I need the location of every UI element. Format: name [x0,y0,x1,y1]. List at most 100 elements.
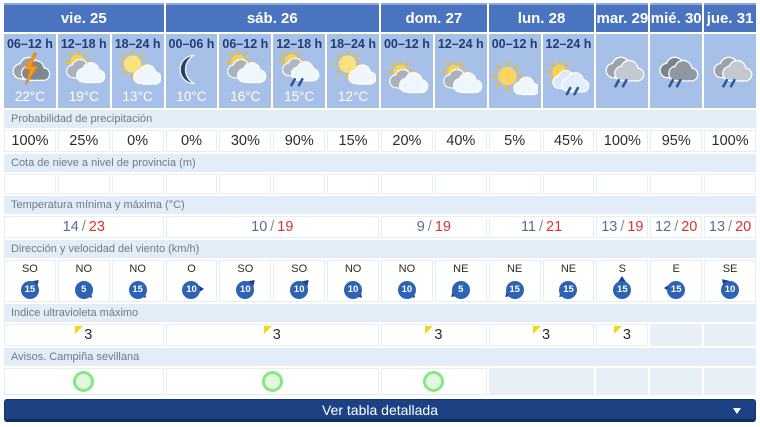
snow-level-cell [327,174,379,194]
clouds-rain-icon [707,34,753,108]
aviso-status-cell [4,368,164,395]
section-label-uv: Indice ultravioleta máximo [4,304,756,322]
wind-cell: SO 10 [219,260,272,302]
section-label-precipitation: Probabilidad de precipitación [4,110,756,128]
time-slot-label: 18–24 h [330,37,376,51]
aviso-status-cell [165,368,379,395]
precip-value-cell: 0% [165,130,218,152]
precip-value-cell: 45% [542,130,595,152]
sun-cloud-rain-icon [545,51,591,108]
temp-range-cell: 12/20 [650,216,703,238]
sun-clouds-icon [61,51,107,89]
wind-speed-indicator: 5 [70,276,97,301]
time-slot-label: 06–12 h [222,37,269,51]
time-slot-label: 12–18 h [276,37,323,51]
temperature-value: 13°C [122,89,153,104]
wind-speed-indicator: 15 [124,276,151,301]
precip-value-cell: 5% [488,130,541,152]
precip-value-cell: 100% [4,130,56,152]
precip-value-cell: 30% [219,130,272,152]
wind-cell: NO 5 [57,260,110,302]
forecast-cell: 00–12 h [488,34,541,108]
wind-cell: NE 15 [542,260,595,302]
precip-value-cell: 15% [327,130,379,152]
sun-cloud-icon [330,51,377,89]
wind-direction-arrow-icon [618,276,627,282]
snow-level-cell [434,174,487,194]
uv-cell: 3 [596,324,649,346]
section-label-temperature: Temperatura mínima y máxima (°C) [4,196,756,214]
temperature-value: 22°C [14,89,45,104]
day-header-vie25: vie. 25 [4,3,164,32]
snow-level-cell [57,174,110,194]
aviso-green-circle-icon [73,371,95,392]
aviso-green-circle-icon [423,371,445,392]
uv-flag-icon [533,326,542,334]
uv-cell-empty [704,324,756,346]
snow-level-cell [596,174,649,194]
temp-range-cell: 11/21 [488,216,595,238]
wind-speed-indicator: 15 [609,276,636,301]
temperature-value: 16°C [230,89,261,104]
chevron-down-icon [733,407,741,414]
precip-value-cell: 25% [57,130,110,152]
day-header-dom27: dom. 27 [381,3,487,32]
temp-range-cell: 10/19 [165,216,379,238]
snow-level-cell [542,174,595,194]
wind-cell: NO 10 [381,260,433,302]
precip-value-cell: 0% [111,130,164,152]
wind-speed-indicator: 15 [663,276,690,301]
aviso-status-cell-empty [488,368,595,395]
uv-flag-icon [425,326,434,334]
moon-icon [168,51,214,89]
sun-cloud-icon [115,51,161,89]
forecast-cell: 18–24 h 12°C [327,34,379,108]
forecast-cell: 12–18 h 19°C [57,34,110,108]
precip-value-cell: 100% [704,130,756,152]
wind-cell: E 15 [650,260,703,302]
clouds-rain-dark-icon [653,34,699,108]
time-slot-label: 00–12 h [491,37,538,51]
wind-cell: SE 10 [704,260,756,302]
day-header-jue31: jue. 31 [704,3,756,32]
wind-speed-indicator: 15 [501,276,528,301]
forecast-cell: 12–18 h 15°C [273,34,326,108]
wind-cell: NO 10 [327,260,379,302]
temperature-value: 19°C [68,89,99,104]
button-label: Ver tabla detallada [322,401,438,418]
uv-cell: 3 [381,324,487,346]
snow-level-cell [488,174,541,194]
aviso-status-cell-empty [650,368,703,395]
precip-value-cell: 100% [596,130,649,152]
wind-cell: SO 15 [4,260,56,302]
uv-flag-icon [613,326,622,334]
forecast-cell: 18–24 h 13°C [111,34,164,108]
precip-value-cell: 95% [650,130,703,152]
cloud-lightning-icon [7,51,53,89]
precip-value-cell: 20% [381,130,433,152]
time-slot-label: 12–24 h [545,37,592,51]
wind-cell: SO 10 [273,260,326,302]
wind-speed-indicator: 15 [555,276,582,301]
section-label-wind: Dirección y velocidad del viento (km/h) [4,240,756,258]
day-header-mie30: mié. 30 [650,3,703,32]
wind-cell: NE 5 [434,260,487,302]
temp-range-cell: 13/19 [596,216,649,238]
snow-level-cell [273,174,326,194]
time-slot-label: 12–24 h [437,37,484,51]
precip-value-cell: 40% [434,130,487,152]
forecast-table: vie. 25 sáb. 26 dom. 27 lun. 28 mar. 29 … [4,3,756,395]
forecast-cell: 00–12 h [381,34,433,108]
ver-tabla-detallada-button[interactable]: Ver tabla detallada [4,399,756,422]
wind-speed-indicator: 10 [286,276,313,301]
wind-speed-indicator: 10 [717,276,744,301]
wind-speed-indicator: 10 [393,276,420,301]
wind-cell: NO 15 [111,260,164,302]
aviso-status-cell-empty [704,368,756,395]
clouds-rain-icon [599,34,645,108]
wind-speed-indicator: 15 [16,276,43,301]
sun-cloud-icon [491,51,538,108]
day-header-lun28: lun. 28 [488,3,595,32]
temperature-value: 15°C [284,89,315,104]
snow-level-cell [381,174,433,194]
